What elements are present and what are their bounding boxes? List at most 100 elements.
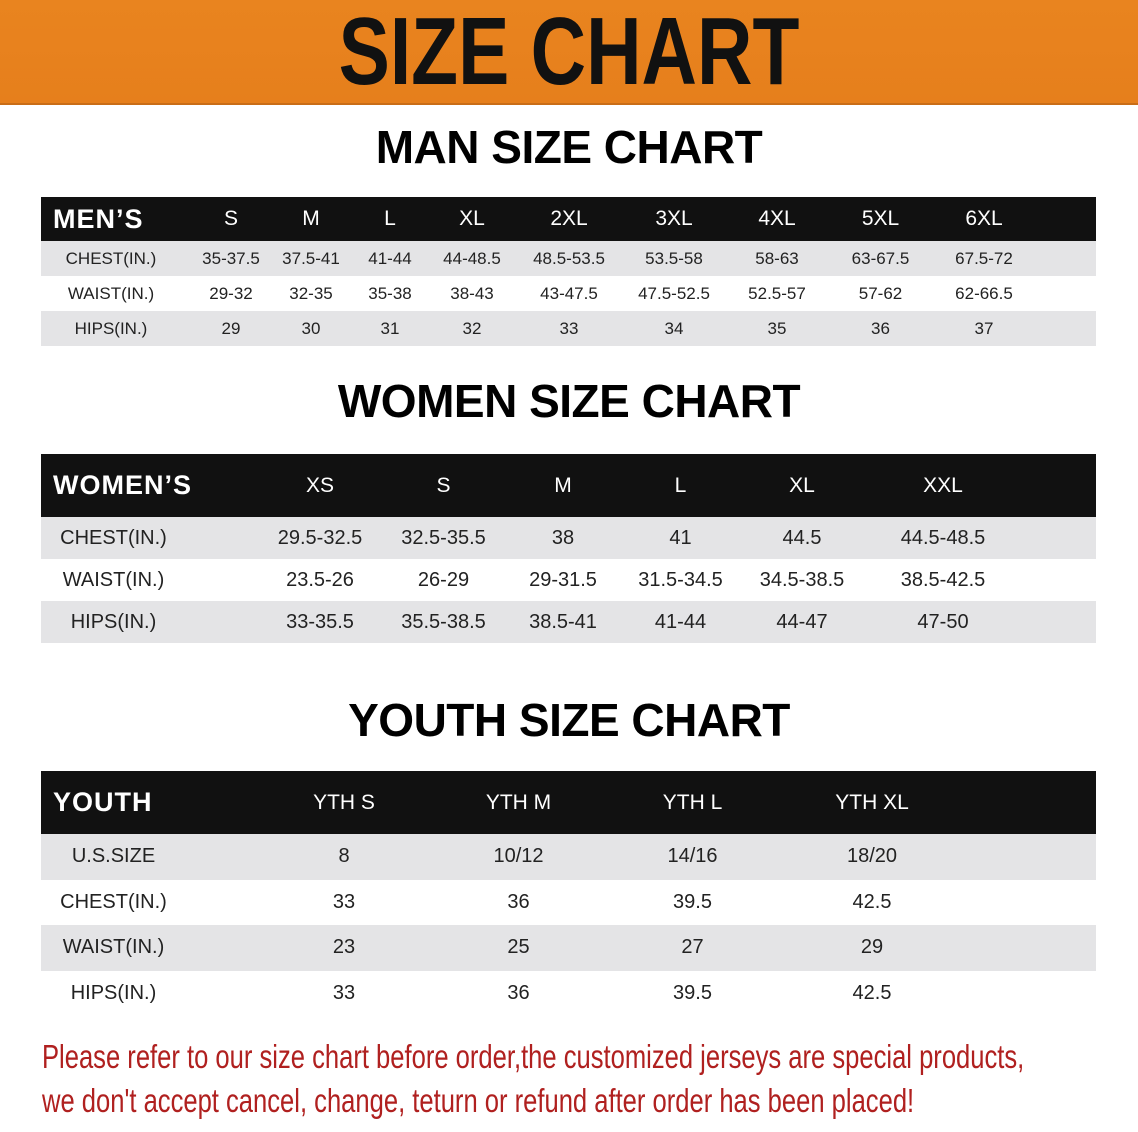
table-cell: 31	[380, 318, 400, 338]
table-cell: 36	[871, 318, 890, 338]
measure-label: WAIST(IN.)	[62, 568, 165, 591]
banner-title: SIZE CHART	[338, 0, 800, 105]
size-header-cell: 4XL	[758, 207, 796, 230]
table-cell: 44-48.5	[443, 248, 501, 268]
measure-label: WAIST(IN.)	[67, 283, 155, 303]
size-header-cell: XL	[459, 207, 485, 230]
table-cell: 47.5-52.5	[638, 283, 710, 303]
table-cell: 43-47.5	[540, 283, 598, 303]
table-row: HIPS(IN.) 33 36 39.5 42.5	[41, 970, 1096, 1016]
size-header-cell: XL	[789, 473, 815, 497]
measure-label: CHEST(IN.)	[60, 526, 167, 549]
header-row: YOUTH YTH S YTH M YTH L YTH XL	[41, 771, 1096, 834]
table-cell: 31.5-34.5	[638, 568, 723, 591]
table-cell: 14/16	[667, 845, 718, 868]
table-cell: 42.5	[852, 981, 892, 1004]
size-header-cell: YTH XL	[835, 790, 909, 814]
table-cell: 30	[301, 318, 321, 338]
table-row: HIPS(IN.) 29 30 31 32 33 34 35 36 37	[41, 311, 1096, 346]
notice-line-1: Please refer to our size chart before or…	[42, 1038, 1025, 1075]
table-row: WAIST(IN.) 23.5-26 26-29 29-31.5 31.5-34.5 34…	[41, 559, 1096, 601]
women-size-table: WOMEN’S XS S M L XL XXL CHEST(IN.) 29.5-32.5 32.5…	[41, 454, 1096, 643]
table-cell: 34.5-38.5	[759, 568, 845, 591]
measure-label: WAIST(IN.)	[62, 936, 165, 959]
table-cell: 52.5-57	[748, 283, 806, 303]
table-cell: 62-66.5	[955, 283, 1013, 303]
table-row: WAIST(IN.) 29-32 32-35 35-38 38-43 43-47.5 47.…	[41, 276, 1096, 311]
table-title-cell: MEN’S	[53, 203, 144, 234]
table-row: CHEST(IN.) 35-37.5 37.5-41 41-44 44-48.5 48.5…	[41, 241, 1096, 276]
size-header-cell: S	[223, 207, 238, 230]
size-header-cell: YTH S	[313, 790, 375, 814]
table-cell: 33	[332, 890, 356, 913]
table-cell: 33	[332, 981, 356, 1004]
youth-size-table: YOUTH YTH S YTH M YTH L YTH XL U.S.SIZE 8 10/12…	[41, 771, 1096, 1016]
table-cell: 36	[507, 890, 530, 913]
table-cell: 29-31.5	[529, 568, 597, 591]
table-cell: 67.5-72	[955, 248, 1013, 268]
men-section-title: MAN SIZE CHART	[375, 121, 763, 173]
table-cell: 44.5	[782, 526, 822, 549]
table-cell: 58-63	[755, 248, 799, 268]
table-cell: 32.5-35.5	[401, 526, 486, 549]
table-cell: 41-44	[654, 610, 707, 633]
table-cell: 38	[551, 526, 575, 549]
size-header-cell: 6XL	[965, 207, 1003, 230]
table-cell: 29-32	[209, 283, 253, 303]
table-cell: 29.5-32.5	[277, 526, 363, 549]
table-cell: 32	[462, 318, 482, 338]
size-header-cell: L	[674, 473, 687, 497]
size-header-cell: YTH M	[485, 790, 552, 814]
size-header-cell: M	[302, 207, 320, 230]
size-header-cell: L	[384, 207, 396, 230]
table-cell: 35-38	[368, 283, 412, 303]
table-cell: 41-44	[368, 248, 412, 268]
measure-label: CHEST(IN.)	[60, 890, 167, 913]
table-title-cell: YOUTH	[53, 787, 153, 817]
size-header-cell: 3XL	[655, 207, 693, 230]
table-row: U.S.SIZE 8 10/12 14/16 18/20	[41, 834, 1096, 880]
size-header-cell: 2XL	[550, 207, 588, 230]
measure-label: CHEST(IN.)	[65, 248, 157, 268]
header-row: MEN’S S M L XL 2XL 3XL 4XL 5XL 6XL	[41, 197, 1096, 241]
table-cell: 39.5	[673, 981, 712, 1004]
table-cell: 35-37.5	[202, 248, 260, 268]
header-row: WOMEN’S XS S M L XL XXL	[41, 454, 1096, 517]
table-cell: 29	[860, 936, 884, 959]
table-cell: 33	[559, 318, 579, 338]
table-title-cell: WOMEN’S	[53, 470, 192, 500]
size-header-cell: YTH L	[662, 790, 723, 814]
notice-line-2: we don't accept cancel, change, teturn o…	[42, 1082, 915, 1119]
table-cell: 63-67.5	[851, 248, 910, 268]
table-cell: 27	[681, 936, 704, 959]
measure-label: U.S.SIZE	[71, 845, 156, 868]
table-cell: 23	[332, 936, 356, 959]
measure-label: HIPS(IN.)	[70, 610, 157, 633]
table-cell: 44-47	[776, 610, 828, 633]
table-cell: 38.5-41	[529, 610, 597, 633]
size-header-cell: XS	[305, 473, 334, 497]
table-cell: 18/20	[846, 845, 898, 868]
table-row: HIPS(IN.) 33-35.5 35.5-38.5 38.5-41 41-44 44-…	[41, 601, 1096, 643]
table-cell: 10/12	[493, 845, 544, 868]
table-row: WAIST(IN.) 23 25 27 29	[41, 925, 1096, 971]
table-cell: 57-62	[858, 283, 903, 303]
table-cell: 8	[338, 845, 350, 868]
youth-section-title: YOUTH SIZE CHART	[348, 694, 790, 746]
table-cell: 53.5-58	[645, 248, 703, 268]
table-cell: 35.5-38.5	[401, 610, 486, 633]
size-header-cell: 5XL	[861, 207, 900, 230]
table-cell: 32-35	[289, 283, 333, 303]
table-cell: 42.5	[852, 890, 892, 913]
size-header-cell: XXL	[923, 473, 963, 497]
measure-label: HIPS(IN.)	[70, 981, 157, 1004]
table-cell: 33-35.5	[286, 610, 354, 633]
table-cell: 38.5-42.5	[900, 568, 986, 591]
women-section-title: WOMEN SIZE CHART	[337, 375, 801, 427]
table-row: CHEST(IN.) 29.5-32.5 32.5-35.5 38 41 44.5 44.5…	[41, 517, 1096, 559]
table-cell: 36	[507, 981, 530, 1004]
table-cell: 44.5-48.5	[900, 526, 986, 549]
table-cell: 48.5-53.5	[533, 248, 605, 268]
table-cell: 41	[669, 526, 692, 549]
men-size-table: MEN’S S M L XL 2XL 3XL 4XL 5XL 6XL CHEST(IN.) 35-37…	[41, 197, 1096, 346]
